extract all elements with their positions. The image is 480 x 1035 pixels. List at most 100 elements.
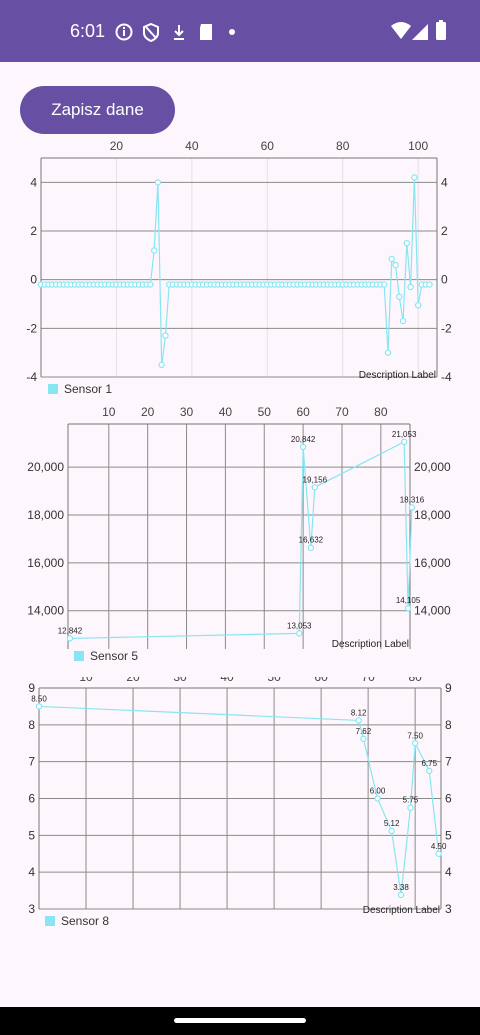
y-tick-label-left: 9 [28,681,35,695]
chart-svg: 10 20 30 40 50 60 70 803 34 45 56 67 78 89 98.508.127.… [28,677,452,928]
legend-swatch [45,916,55,926]
data-point [400,438,408,446]
wifi-icon [391,22,411,39]
chart-svg: 20 40 60 80 100 -4 -4 -2 -2 0 0 2 2 4 4 Description Lab… [26,140,452,396]
x-tick-label: 40 [220,677,234,684]
data-label: 16,632 [299,536,324,545]
x-tick-label: 30 [173,677,187,684]
y-tick-label-left: 6 [28,792,35,806]
chart-sensor-1: 20 40 60 80 100 -4 -4 -2 -2 0 0 2 2 4 4 Description Lab… [0,140,480,405]
data-point [147,281,154,288]
y-tick-label-right: 2 [441,224,448,238]
data-point [388,827,395,835]
data-label: 8.50 [31,694,47,703]
data-point [399,317,407,325]
dot-icon [229,29,235,35]
shield-icon [143,22,159,43]
data-point [397,891,405,899]
status-icons [115,20,446,43]
download-icon [174,25,184,40]
y-tick-label-right: 4 [441,175,448,189]
x-tick-label: 10 [102,405,116,419]
data-point [154,179,162,186]
x-tick-label: 50 [267,677,281,684]
data-label: 19,156 [303,475,328,484]
x-tick-label: 60 [296,405,310,419]
y-tick-label-left: 20,000 [27,460,64,474]
data-point [374,795,381,802]
data-label: 14,105 [396,596,421,605]
x-tick-label: 20 [141,405,155,419]
y-tick-label-right: 9 [445,681,452,695]
status-time: 6:01 [70,21,106,41]
x-tick-label: 20 [126,677,140,684]
y-tick-label-right: 18,000 [414,508,451,522]
data-point [150,247,158,254]
x-tick-label: 50 [258,405,272,419]
legend-label: Sensor 8 [61,914,109,928]
data-point [411,174,418,181]
data-label: 7.62 [356,727,372,736]
y-tick-label-right: 20,000 [414,460,451,474]
signal-icon [412,24,428,40]
chart-svg: 10 20 30 40 50 60 70 80 14,000 14,000 16,000 16,000… [27,405,451,663]
x-tick-label: 20 [110,140,124,153]
x-tick-label: 80 [336,140,350,153]
data-point [414,302,422,309]
x-tick-label: 70 [335,405,349,419]
data-point [381,281,388,288]
data-point [388,255,395,263]
x-tick-label: 60 [314,677,328,684]
home-gesture-handle[interactable] [174,1018,306,1023]
legend-label: Sensor 1 [64,382,112,396]
data-label: 7.50 [407,731,423,740]
save-data-button[interactable]: Zapisz dane [20,86,175,134]
data-point [360,735,367,743]
y-tick-label-right: -4 [441,370,452,384]
data-point [404,604,412,612]
y-tick-label-right: 4 [445,865,452,879]
data-point [392,261,399,269]
series-line [69,440,413,640]
y-tick-label-right: -2 [441,321,452,335]
x-tick-label: 40 [219,405,233,419]
status-bar: 6:01 [0,0,480,62]
data-point [407,804,414,811]
y-tick-label-left: 0 [30,273,37,287]
description-label: Description Label [332,639,409,650]
y-tick-label-right: 7 [445,755,452,769]
data-label: 3.38 [393,883,409,892]
data-point [35,703,43,710]
sd-card-icon [200,24,212,40]
data-label: 8.12 [351,708,367,717]
x-tick-label: 80 [408,677,422,684]
data-point [299,443,307,451]
data-point [396,293,403,300]
y-tick-label-left: 2 [30,224,37,238]
legend-label: Sensor 5 [90,649,138,663]
data-point [355,717,362,724]
battery-icon [436,20,446,40]
chart-sensor-8: 10 20 30 40 50 60 70 80 3 3 4 4 5 5 6 6 7 7 8 8 9 9 8.50 8.12 7.… [0,677,480,937]
data-label: 5.75 [403,796,419,805]
data-label: 21,053 [392,430,417,439]
data-point [426,767,433,775]
data-point [66,635,74,642]
series-line [38,705,440,896]
data-point [307,544,315,551]
y-tick-label-left: 18,000 [27,508,64,522]
y-tick-label-right: 6 [445,792,452,806]
x-tick-label: 60 [261,140,275,153]
y-tick-label-left: 3 [28,902,35,916]
info-icon [115,23,133,41]
y-tick-label-right: 14,000 [414,604,451,618]
y-tick-label-left: 8 [28,718,35,732]
y-tick-label-left: 16,000 [27,556,64,570]
data-point [426,281,433,288]
y-tick-label-left: 7 [28,755,35,769]
y-tick-label-right: 3 [445,902,452,916]
data-point [296,630,303,637]
data-label: 13,053 [287,621,312,630]
y-tick-label-right: 8 [445,718,452,732]
y-tick-label-left: 4 [28,865,35,879]
